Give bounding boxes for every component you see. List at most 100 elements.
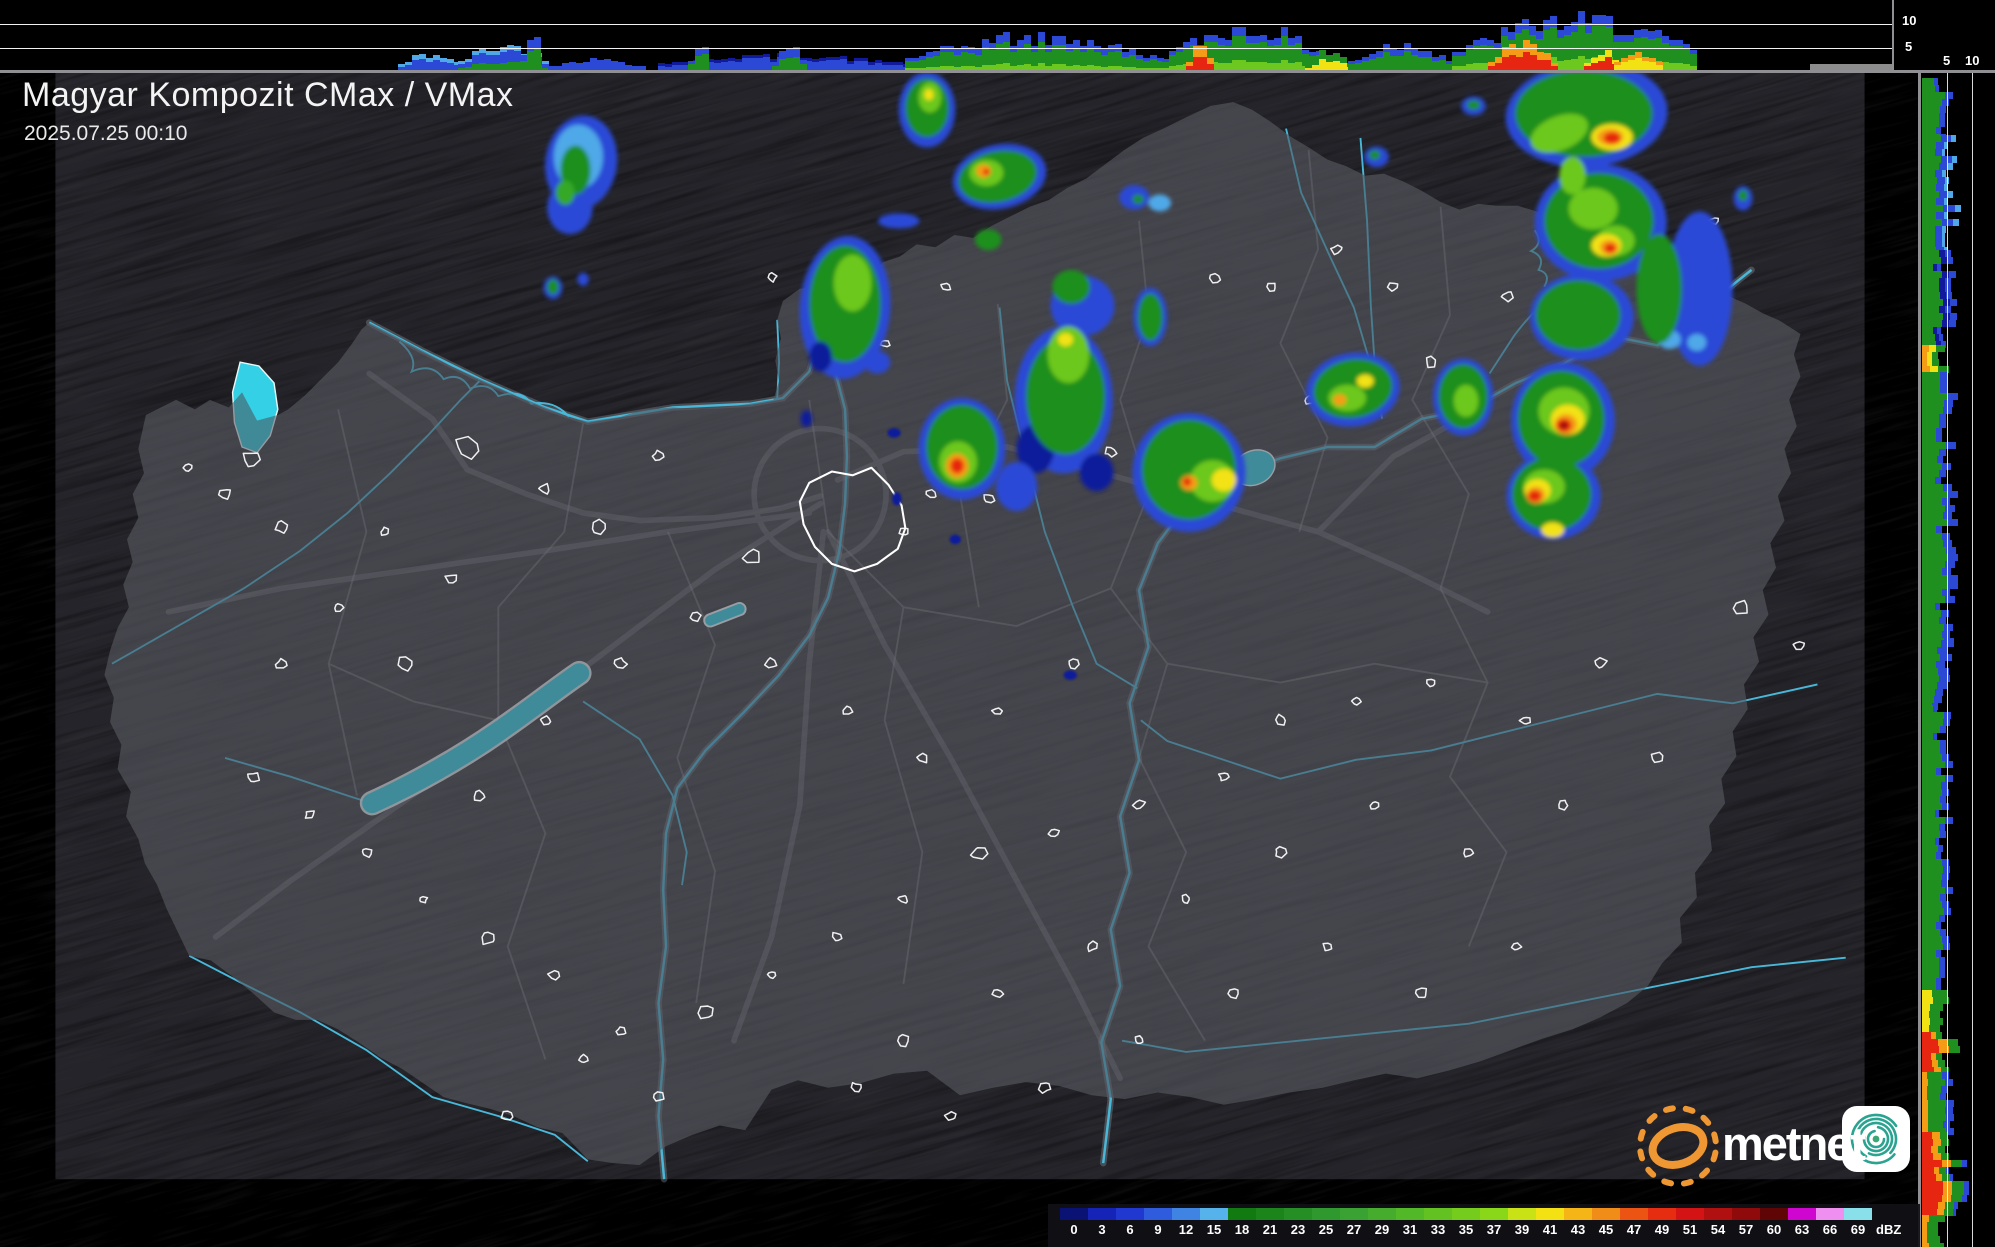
- legend-swatch: [1396, 1208, 1424, 1220]
- settlement-outline: [217, 488, 232, 500]
- legend-cell: 43: [1564, 1208, 1592, 1237]
- legend-swatch: [1284, 1208, 1312, 1220]
- top-gridline-5km: [0, 48, 1894, 49]
- legend-value: 0: [1070, 1222, 1078, 1237]
- top-gridline-10km: [0, 24, 1894, 25]
- legend-swatch: [1648, 1208, 1676, 1220]
- settlement-outline: [1386, 282, 1399, 292]
- settlement-outline: [613, 657, 629, 669]
- settlement-outline: [767, 271, 778, 283]
- legend-cell: 31: [1396, 1208, 1424, 1237]
- settlement-outline: [1330, 244, 1343, 256]
- settlement-outline: [334, 602, 345, 613]
- settlement-outline: [831, 931, 843, 942]
- legend-value: 66: [1822, 1222, 1838, 1237]
- top-axis-label-5km: 5: [1905, 39, 1913, 54]
- legend-cell: 21: [1256, 1208, 1284, 1237]
- settlement-outline: [1425, 355, 1437, 369]
- settlement-outline: [242, 452, 262, 468]
- legend-value: 25: [1318, 1222, 1334, 1237]
- settlement-outline: [182, 463, 193, 472]
- legend-swatch: [1200, 1208, 1228, 1220]
- settlement-outline: [1732, 599, 1748, 615]
- echo-blob-east-2: [1433, 358, 1494, 436]
- legend-swatch: [1424, 1208, 1452, 1220]
- settlement-outline: [1414, 987, 1428, 999]
- right-profile-canvas: [1922, 72, 1973, 1247]
- echo-blob-matra: [995, 269, 1168, 512]
- legend-value: 39: [1514, 1222, 1530, 1237]
- legend-cell: 29: [1368, 1208, 1396, 1237]
- settlement-outline: [1510, 942, 1523, 951]
- legend-value: 51: [1682, 1222, 1698, 1237]
- settlement-outline: [1266, 282, 1276, 293]
- settlement-outline: [419, 895, 429, 904]
- right-gridline-5km: [1947, 72, 1948, 1247]
- legend-value: 49: [1654, 1222, 1670, 1237]
- settlement-outline: [969, 847, 989, 860]
- legend-cell: 6: [1116, 1208, 1144, 1237]
- legend-cell: 15: [1200, 1208, 1228, 1237]
- legend-swatch: [1060, 1208, 1088, 1220]
- legend-swatch: [1116, 1208, 1144, 1220]
- settlement-outline: [1104, 446, 1118, 458]
- settlement-outline: [455, 435, 480, 461]
- legend-cell: 27: [1340, 1208, 1368, 1237]
- top-profile-echoes: [398, 11, 1894, 71]
- legend-swatch: [1256, 1208, 1284, 1220]
- settlement-outline: [1650, 751, 1664, 764]
- dbz-color-scale: 0 3 6 9 12 15 18 21 23 25 27 29 31 33 35 37 39 41 43 45 47 49…: [1048, 1204, 1920, 1247]
- separator-top: [0, 70, 1995, 73]
- legend-value: 9: [1154, 1222, 1162, 1237]
- legend-cell: 47: [1620, 1208, 1648, 1237]
- legend-cell: 39: [1508, 1208, 1536, 1237]
- legend-swatch: [1704, 1208, 1732, 1220]
- settlement-outline: [1792, 641, 1806, 651]
- echo-supercluster-ne: [1505, 61, 1733, 540]
- legend-cell: 0: [1060, 1208, 1088, 1237]
- legend-value: 43: [1570, 1222, 1586, 1237]
- legend-value: 12: [1178, 1222, 1194, 1237]
- settlement-outline: [274, 520, 289, 534]
- settlement-outline: [537, 482, 550, 495]
- legend-cell: 69: [1844, 1208, 1872, 1237]
- settlement-outline: [1518, 716, 1532, 725]
- legend-swatch: [1676, 1208, 1704, 1220]
- legend-value: 21: [1262, 1222, 1278, 1237]
- legend-value: 37: [1486, 1222, 1502, 1237]
- settlement-outline: [1500, 291, 1514, 303]
- legend-value: 57: [1738, 1222, 1754, 1237]
- right-gridline-10km: [1972, 72, 1973, 1247]
- settlement-outline: [897, 894, 909, 904]
- legend-swatch: [1340, 1208, 1368, 1220]
- settlement-outline: [380, 526, 390, 536]
- legend-cell: 54: [1704, 1208, 1732, 1237]
- legend-cell: 60: [1760, 1208, 1788, 1237]
- legend-swatch: [1592, 1208, 1620, 1220]
- settlement-outline: [763, 657, 778, 669]
- legend-cell: 9: [1144, 1208, 1172, 1237]
- settlement-outline: [898, 527, 909, 536]
- echo-cell-north-2: [878, 143, 1047, 251]
- settlement-outline: [1134, 1034, 1144, 1045]
- brand-name: metnet: [1722, 1117, 1866, 1170]
- legend-value: 27: [1346, 1222, 1362, 1237]
- spiral-center: [1872, 1135, 1880, 1143]
- settlement-outline: [1350, 696, 1362, 706]
- settlement-outline: [304, 810, 315, 819]
- radar-echoes: [543, 61, 1753, 680]
- settlement-outline: [652, 1091, 665, 1102]
- settlement-outline: [1463, 848, 1475, 858]
- legend-swatch: [1620, 1208, 1648, 1220]
- settlement-outline: [1037, 1082, 1052, 1094]
- settlement-outline: [697, 1005, 714, 1020]
- legend-cell: 57: [1732, 1208, 1760, 1237]
- right-axis-label-10km: 10: [1965, 53, 1980, 68]
- profile-axis-corner: 10 5 5 10: [1894, 0, 1995, 72]
- echo-blob-east-1: [1306, 352, 1400, 427]
- logo-canvas: [1637, 1105, 1910, 1187]
- settlement-outline: [850, 1081, 862, 1093]
